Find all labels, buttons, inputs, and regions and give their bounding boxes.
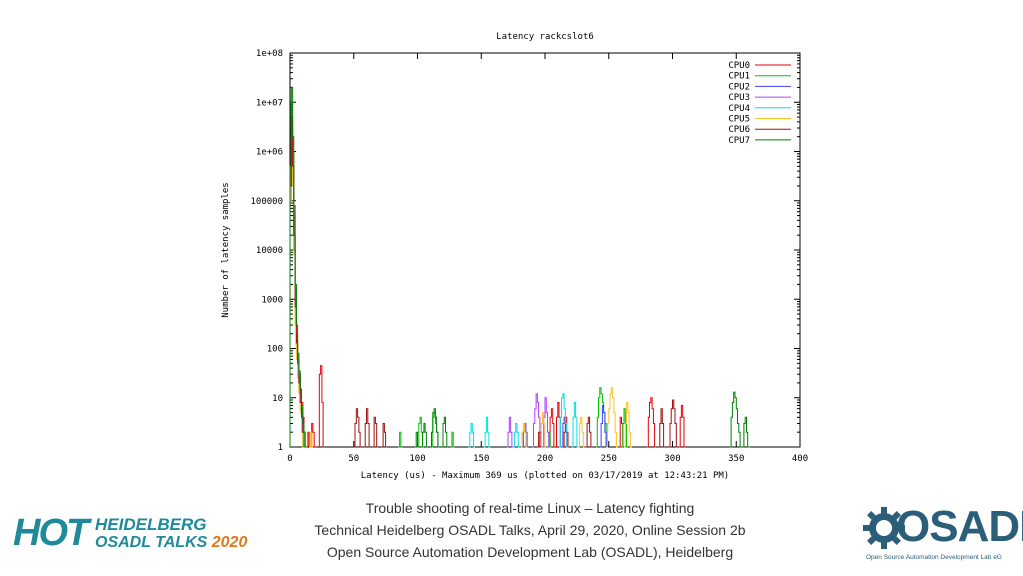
x-axis-label: Latency (us) - Maximum 369 us (plotted o… (361, 471, 729, 481)
hot-logo-talks: OSADL TALKS 2020 (95, 534, 247, 552)
y-tick-label: 100 (267, 345, 283, 355)
x-tick-label: 50 (348, 454, 359, 464)
y-tick-label: 10 (272, 394, 283, 404)
gear-icon (863, 507, 905, 549)
caption-line-3: Open Source Automation Development Lab (… (326, 544, 734, 560)
y-tick-label: 1e+07 (256, 98, 283, 108)
y-tick-label: 10000 (256, 246, 283, 256)
y-axis-label: Number of latency samples (221, 182, 231, 317)
series-line-cpu4 (289, 127, 579, 448)
legend-label-cpu6: CPU6 (728, 125, 750, 135)
hot-logo-year: 2020 (211, 534, 248, 551)
legend-label-cpu4: CPU4 (728, 104, 750, 114)
latency-chart: 1 10 100 1000 10000 100000 1e+06 1e+07 1e+08 0 50 1… (221, 32, 808, 481)
series-line-cpu1 (289, 101, 628, 448)
series-line-cpu7 (289, 86, 751, 448)
series-line-cpu3 (289, 121, 551, 448)
chart-title: Latency rackcslot6 (496, 32, 594, 42)
series-line-cpu5 (289, 136, 632, 448)
legend-label-cpu5: CPU5 (728, 115, 750, 125)
x-tick-label: 100 (409, 454, 425, 464)
x-tick-label: 0 (287, 454, 292, 464)
osadl-logo-word: OSADL (896, 502, 1023, 551)
caption-line-2: Technical Heidelberg OSADL Talks, April … (314, 522, 746, 538)
series-line-cpu0 (289, 127, 686, 448)
legend-label-cpu3: CPU3 (728, 93, 750, 103)
y-tick-label: 100000 (250, 197, 283, 207)
legend-label-cpu7: CPU7 (728, 136, 750, 146)
caption-line-1: Trouble shooting of real-time Linux – La… (365, 500, 695, 516)
plot-frame (289, 52, 801, 448)
osadl-logo: OSADL Open Source Automation Development… (858, 500, 1023, 570)
y-tick-label: 1000 (261, 295, 283, 305)
x-tick-label: 300 (664, 454, 680, 464)
y-tick-label: 1e+06 (256, 148, 283, 158)
hot-logo-text: HOT (13, 512, 89, 554)
series-line-cpu2 (289, 136, 608, 448)
x-tick-label: 150 (473, 454, 489, 464)
hot-heidelberg-logo: HOT HEIDELBERG OSADL TALKS 2020 (13, 512, 247, 554)
hot-logo-talks-text: OSADL TALKS (95, 534, 208, 551)
y-tick-label: 1 (278, 443, 283, 453)
x-tick-label: 200 (537, 454, 553, 464)
legend-label-cpu1: CPU1 (728, 72, 750, 82)
osadl-logo-subtitle: Open Source Automation Development Lab e… (866, 554, 1002, 561)
series-line-cpu6 (289, 116, 678, 448)
legend-label-cpu2: CPU2 (728, 82, 750, 92)
x-tick-label: 350 (728, 454, 744, 464)
hot-logo-heidelberg: HEIDELBERG (95, 515, 207, 534)
slide-caption: Trouble shooting of real-time Linux – La… (240, 497, 820, 563)
y-tick-label: 1e+08 (256, 49, 283, 59)
x-tick-label: 250 (601, 454, 617, 464)
x-tick-label: 400 (792, 454, 808, 464)
legend-label-cpu0: CPU0 (728, 61, 750, 71)
